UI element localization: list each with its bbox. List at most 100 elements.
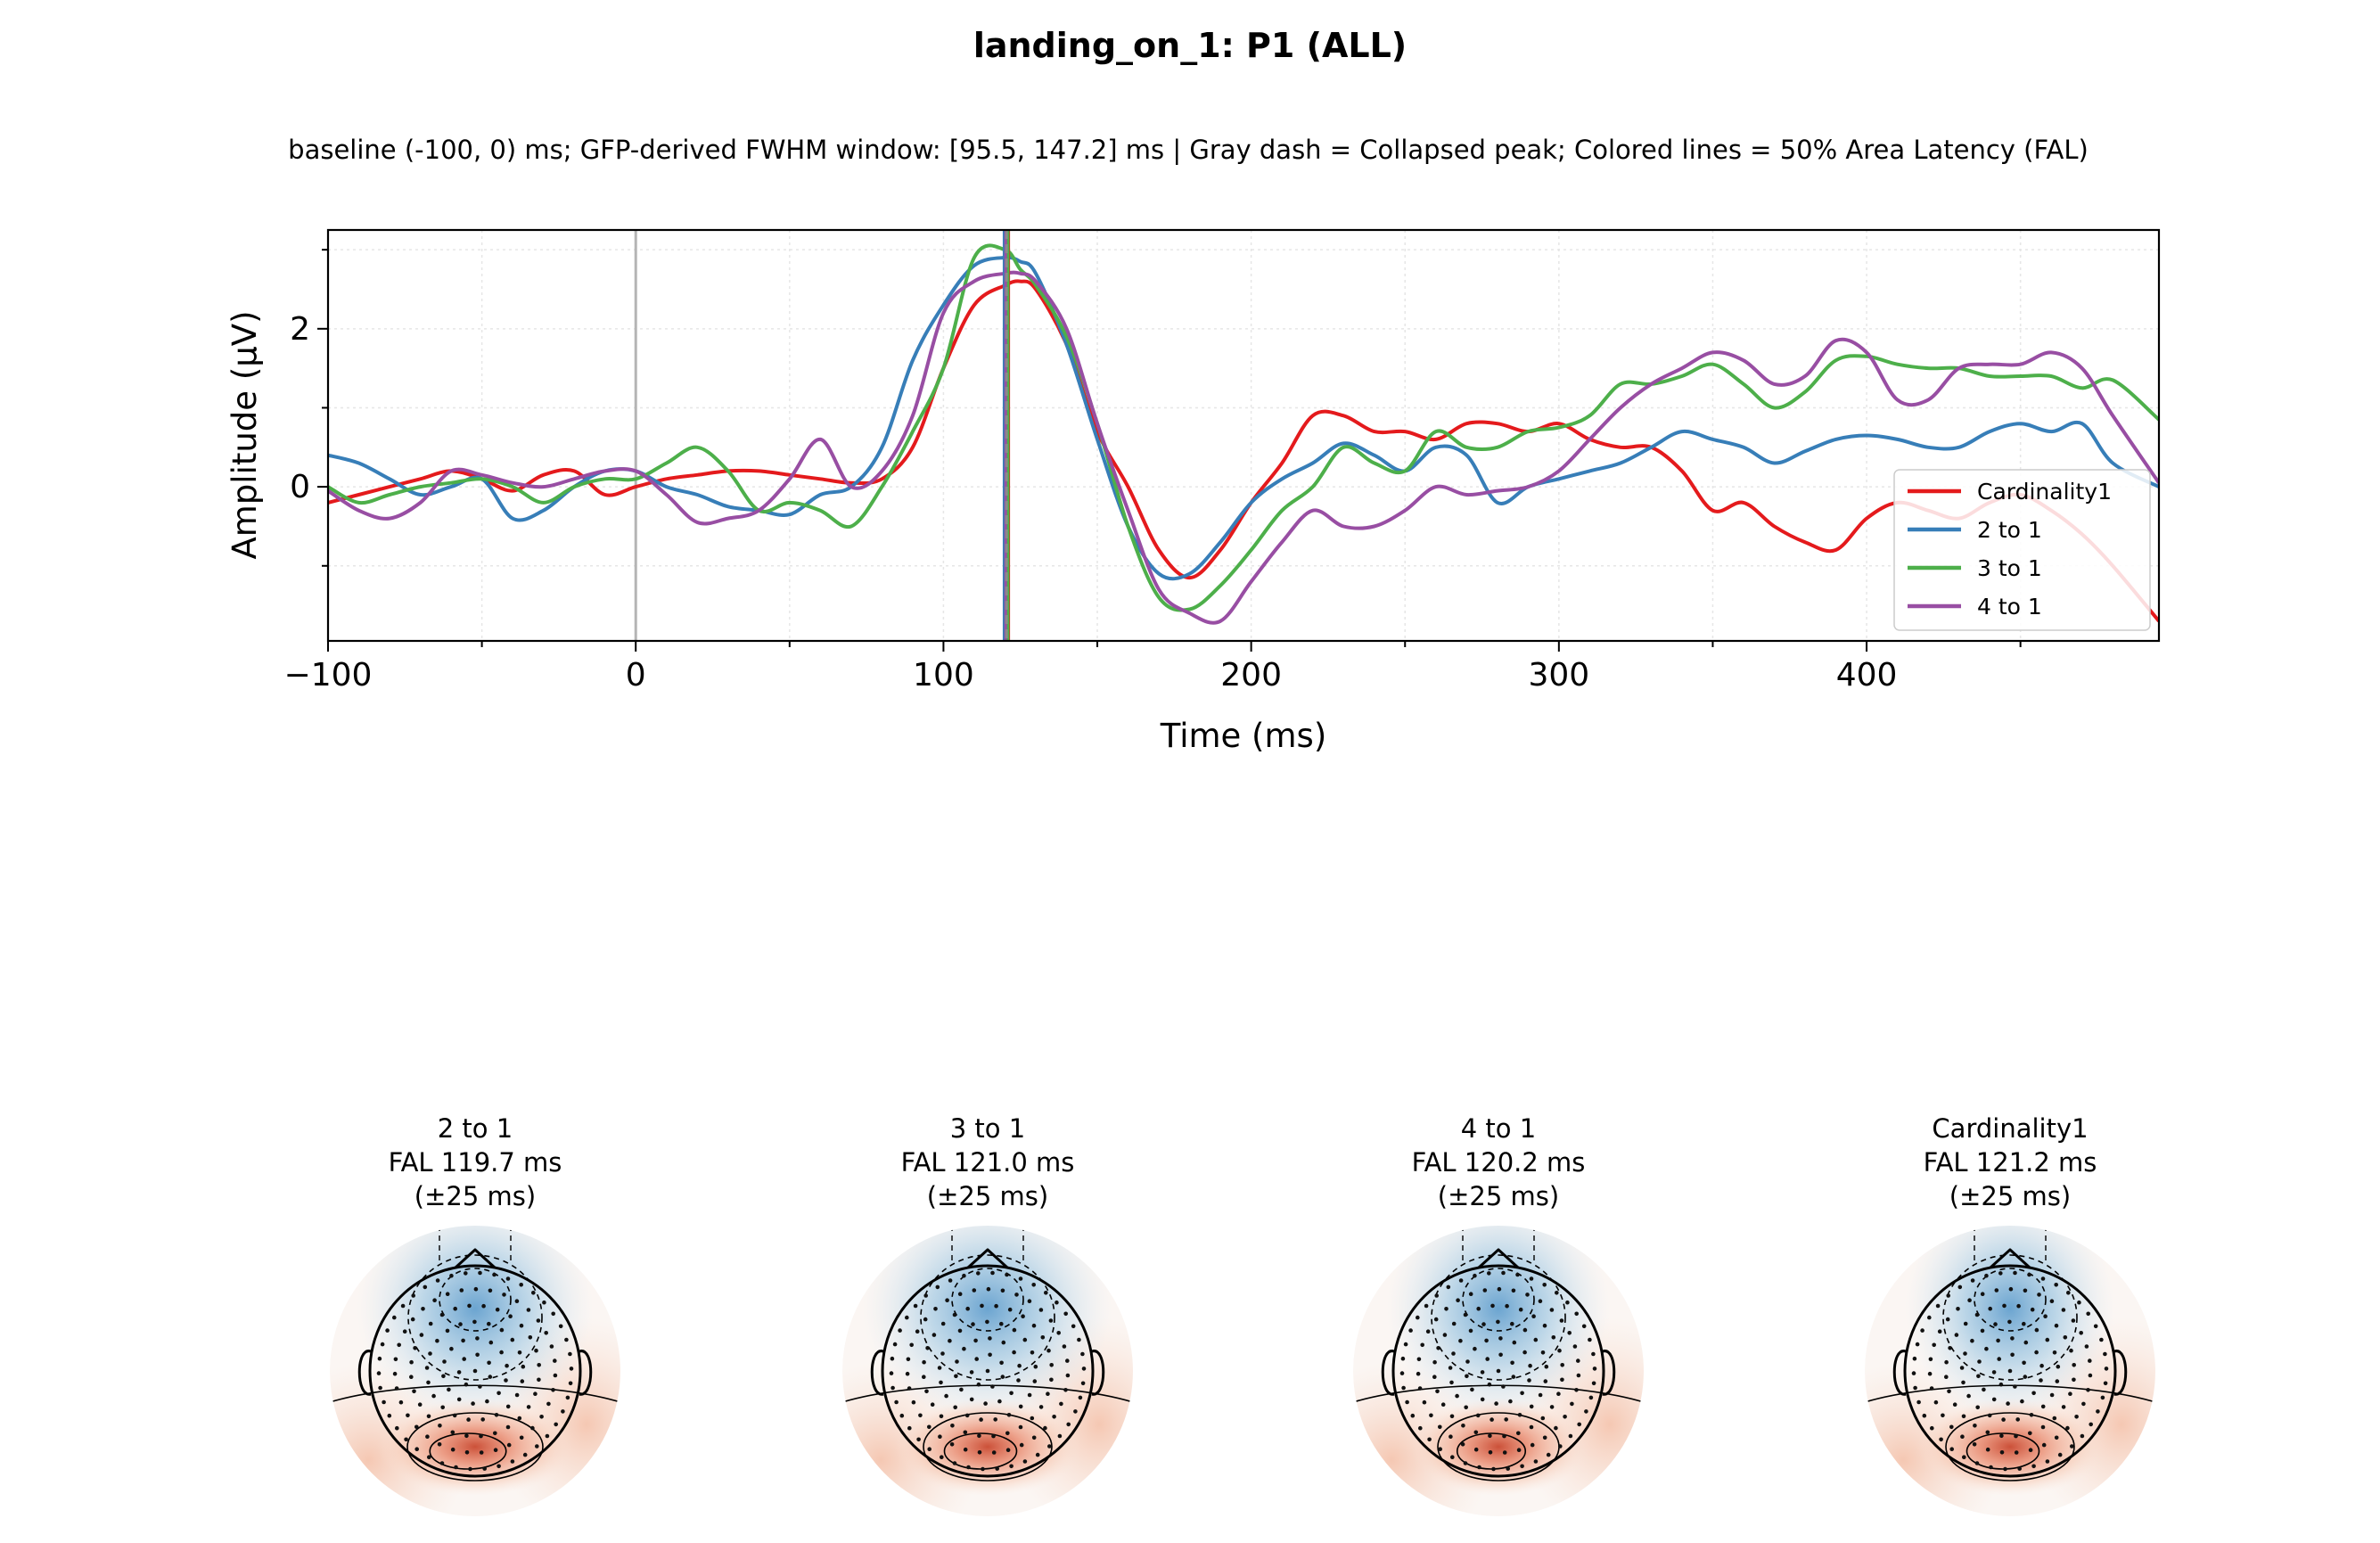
electrode-dot [411, 1293, 416, 1298]
electrode-dot [1957, 1284, 1963, 1290]
electrode-dot [505, 1404, 511, 1409]
electrode-dot [1049, 1363, 1054, 1367]
electrode-dot [952, 1461, 957, 1465]
electrode-dot [1018, 1276, 1023, 1281]
electrode-dot [2010, 1352, 2015, 1358]
electrode-dot [1993, 1322, 1998, 1326]
topomap-contour [1974, 1268, 2047, 1332]
electrode-dot [953, 1405, 957, 1410]
electrode-dot [924, 1389, 929, 1394]
electrode-dot [1544, 1364, 1549, 1369]
electrode-dot [2065, 1425, 2070, 1431]
electrode-dot [1935, 1303, 1941, 1309]
electrode-dot [505, 1424, 511, 1430]
electrode-dot [1057, 1433, 1063, 1439]
electrode-dot [517, 1416, 522, 1421]
electrode-dot [1994, 1288, 1999, 1293]
electrode-dot [957, 1328, 963, 1334]
electrode-dot [452, 1413, 457, 1418]
electrode-dot [1572, 1344, 1578, 1349]
electrode-dot [1463, 1461, 1468, 1465]
electrode-dot [969, 1370, 974, 1375]
electrode-dot [2072, 1377, 2076, 1383]
electrode-dot [427, 1455, 431, 1459]
topomap-contour [842, 1384, 1133, 1403]
electrode-dot [510, 1459, 515, 1464]
legend-label: 4 to 1 [1977, 594, 2042, 620]
legend-entries: Cardinality1 2 to 1 3 to 1 4 to 1 [1908, 479, 2112, 620]
topomap-contour [1456, 1432, 1527, 1470]
electrode-dot [988, 1352, 992, 1358]
electrode-dot [1005, 1448, 1011, 1452]
electrode-dot [1440, 1402, 1446, 1407]
electrode-dot [2022, 1321, 2026, 1326]
electrode-dot [1019, 1442, 1024, 1448]
electrode-dot [1588, 1395, 1594, 1400]
electrode-dot [1997, 1357, 2001, 1361]
electrode-dot [495, 1307, 500, 1312]
electrode-dot [1460, 1442, 1465, 1447]
electrode-dot [414, 1447, 420, 1451]
electrode-dot [1998, 1382, 2004, 1387]
electrode-dot [1999, 1450, 2005, 1455]
electrode-dot [1490, 1303, 1495, 1309]
electrode-dot [937, 1366, 942, 1370]
electrode-dot [2052, 1416, 2057, 1421]
topomap-field [330, 1226, 620, 1516]
electrode-dot [397, 1342, 402, 1348]
electrode-dot [1930, 1425, 1934, 1431]
electrode-dot [1482, 1288, 1488, 1293]
electrode-dot [933, 1307, 938, 1311]
electrode-dot [551, 1311, 555, 1317]
electrode-dot [899, 1413, 905, 1418]
series-line-4-to-1 [328, 270, 2159, 625]
electrode-dot [392, 1315, 397, 1320]
electrode-dot [1055, 1300, 1059, 1305]
electrode-dot [449, 1346, 454, 1351]
electrode-dot [935, 1284, 940, 1290]
electrode-dot [1510, 1321, 1514, 1326]
electrode-dot [493, 1431, 497, 1436]
electrode-dot [1531, 1314, 1536, 1318]
head-outline [1391, 1264, 1605, 1478]
electrode-dot [2055, 1379, 2060, 1383]
electrode-dot [1046, 1391, 1050, 1396]
electrode-dot [1538, 1299, 1543, 1303]
electrode-dot [1063, 1311, 1068, 1317]
electrode-dot [988, 1336, 992, 1341]
electrode-dot [488, 1288, 493, 1293]
electrode-dot [971, 1322, 975, 1326]
electrode-dot [1408, 1328, 1413, 1333]
electrode-dot [2016, 1303, 2021, 1309]
nose-outline [1989, 1248, 2031, 1269]
electrode-dot [1046, 1348, 1051, 1353]
electrode-dot [1963, 1321, 1968, 1326]
electrode-dot [2099, 1337, 2104, 1342]
electrode-dot [2061, 1405, 2066, 1409]
electrode-dot [977, 1433, 981, 1439]
electrode-dot [1529, 1276, 1534, 1281]
electrode-dot [1451, 1351, 1456, 1356]
electrode-dot [1417, 1386, 1423, 1391]
electrode-dot [1434, 1293, 1439, 1298]
right-ear-outline [579, 1350, 593, 1396]
electrode-dot [963, 1447, 968, 1452]
electrode-dot [1974, 1461, 1980, 1465]
topomap-contour [923, 1412, 1053, 1481]
figure-title: landing_on_1: P1 (ALL) [973, 26, 1407, 65]
electrode-dot [1529, 1424, 1534, 1430]
electrode-dot [492, 1272, 497, 1277]
electrode-dot [488, 1340, 494, 1345]
electrode-dot [1501, 1270, 1506, 1276]
electrode-dot [1533, 1459, 1539, 1464]
electrode-dot [918, 1413, 923, 1418]
electrode-dot [464, 1450, 470, 1455]
electrode-dot [1929, 1386, 1934, 1391]
electrode-dot [2039, 1363, 2044, 1368]
electrode-dot [505, 1276, 511, 1281]
electrode-dot [1048, 1318, 1054, 1323]
electrode-dot [1985, 1430, 1990, 1435]
electrode-dot [546, 1401, 551, 1407]
electrode-dot [549, 1344, 554, 1349]
